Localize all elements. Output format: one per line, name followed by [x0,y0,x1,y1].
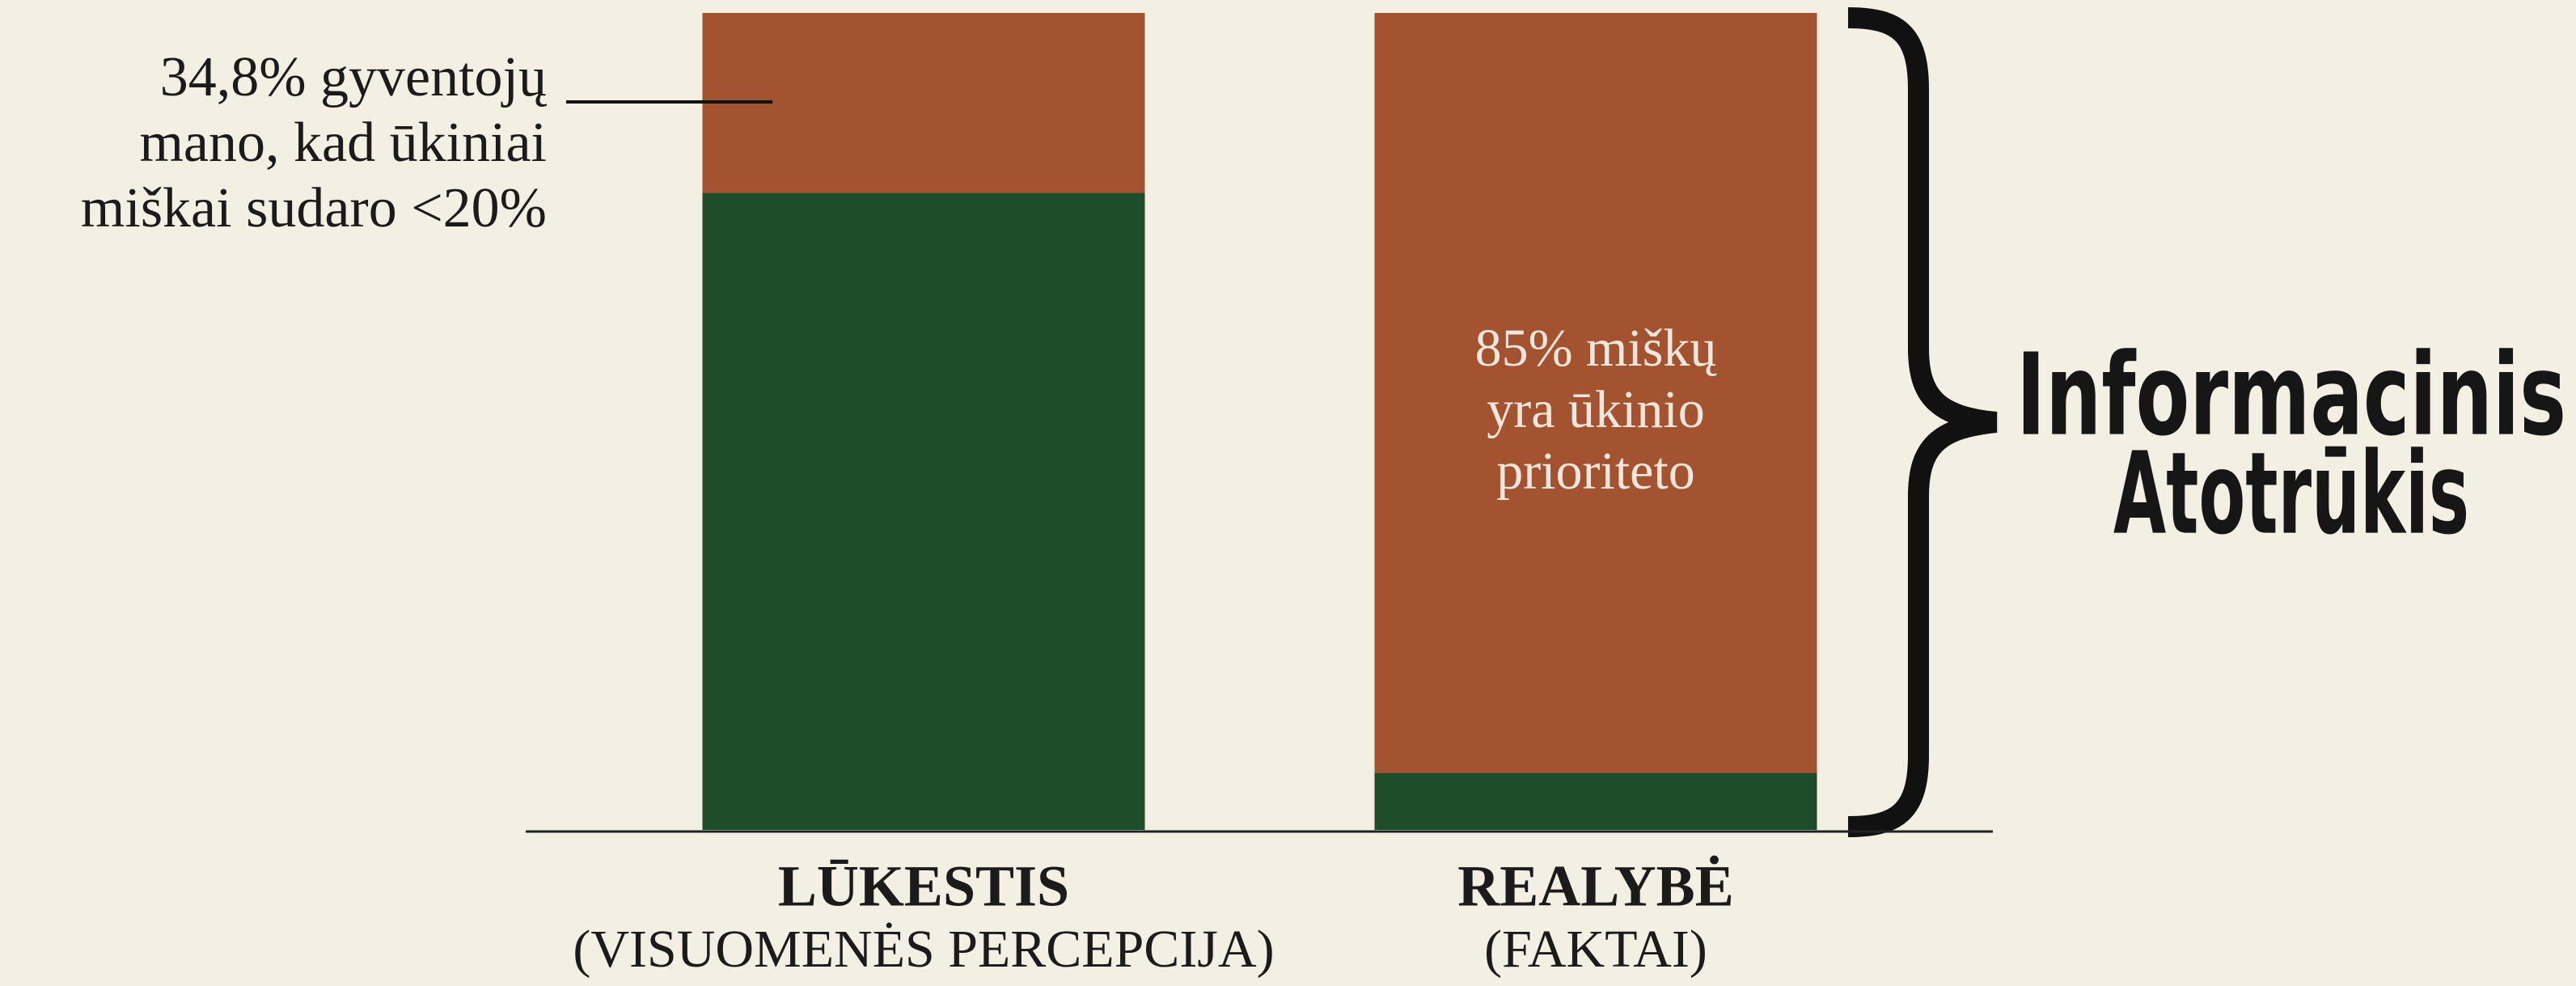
category-label: LŪKESTIS [778,854,1069,919]
category-note: (FAKTAI) [1484,920,1707,979]
annotation: 34,8% gyventojų [160,46,548,108]
brace-label: Informacinis [2016,330,2566,462]
bar-segment [702,193,1145,830]
bar-segment [1374,13,1817,773]
annotation: mano, kad ūkiniai [139,112,547,174]
brace [1847,7,1998,837]
bar-annotation: yra ūkinio [1487,380,1704,439]
category-label: REALYBĖ [1457,854,1733,919]
bar-annotation: 85% miškų [1475,319,1718,378]
bar-segment [702,13,1145,193]
category-note: (VISUOMENĖS PERCEPCIJA) [573,920,1274,979]
bar-segment [1374,772,1817,830]
brace-label: Atotrūkis [2113,429,2469,561]
bar-annotation: prioriteto [1496,442,1695,501]
annotation: miškai sudaro <20% [81,177,547,239]
